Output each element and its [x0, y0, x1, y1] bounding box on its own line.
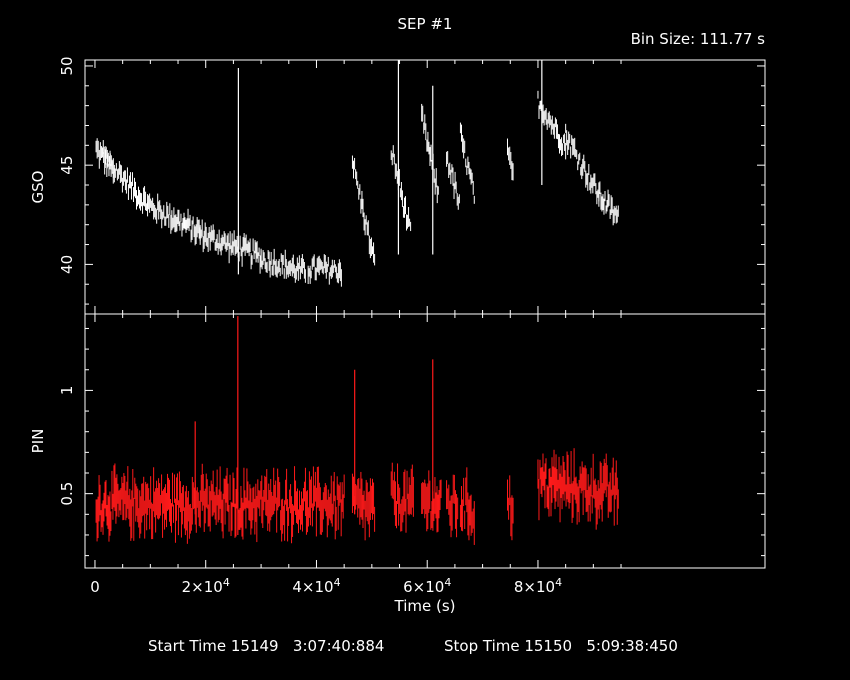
stop-time: Stop Time 15150 5:09:38:450	[444, 637, 678, 655]
y-axis-label-gso: GSO	[29, 171, 47, 204]
y-tick-label: 0.5	[58, 482, 76, 506]
y-tick-label: 1	[58, 386, 76, 396]
pin-series	[95, 316, 619, 545]
y-tick-label: 50	[58, 56, 76, 75]
x-axis-label: Time (s)	[394, 597, 456, 615]
gso-series	[95, 60, 619, 287]
y-tick-label: 45	[58, 156, 76, 175]
gso-frame	[84, 59, 766, 315]
y-tick-label: 40	[58, 255, 76, 274]
x-tick-label: 0	[90, 578, 100, 596]
start-time: Start Time 15149 3:07:40:884	[148, 637, 384, 655]
x-tick-label: 2×104	[182, 576, 230, 596]
bin-size-label: Bin Size: 111.77 s	[631, 30, 766, 48]
x-tick-label: 4×104	[292, 576, 340, 596]
x-tick-label: 6×104	[403, 576, 451, 596]
x-tick-label: 8×104	[514, 576, 562, 596]
pin-frame	[84, 313, 766, 569]
y-axis-label-pin: PIN	[29, 429, 47, 454]
pin-panel: 0.51	[58, 313, 766, 569]
gso-panel: 40 45 50	[58, 56, 766, 315]
chart-title: SEP #1	[398, 15, 453, 33]
x-tick-labels: 0 2×104 4×104 6×104 8×104	[90, 576, 562, 596]
